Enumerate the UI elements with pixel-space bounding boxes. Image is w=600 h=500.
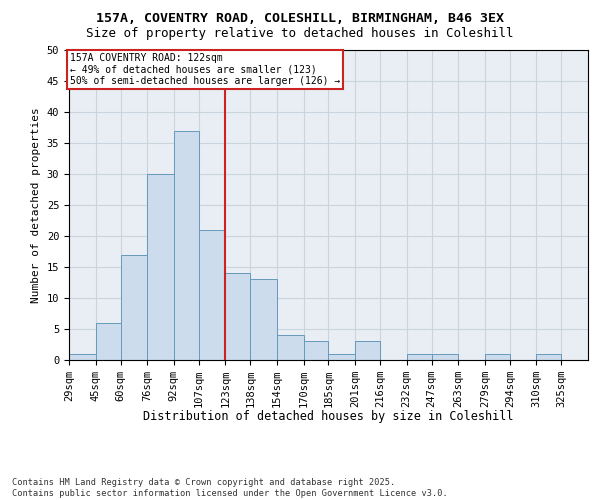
Text: 157A, COVENTRY ROAD, COLESHILL, BIRMINGHAM, B46 3EX: 157A, COVENTRY ROAD, COLESHILL, BIRMINGH… [96, 12, 504, 26]
Bar [174, 130, 199, 360]
Text: Contains HM Land Registry data © Crown copyright and database right 2025.
Contai: Contains HM Land Registry data © Crown c… [12, 478, 448, 498]
Y-axis label: Number of detached properties: Number of detached properties [31, 107, 41, 303]
Bar [69, 354, 95, 360]
Bar [250, 280, 277, 360]
Bar [536, 354, 562, 360]
Bar [407, 354, 431, 360]
Text: Size of property relative to detached houses in Coleshill: Size of property relative to detached ho… [86, 28, 514, 40]
Bar [95, 323, 121, 360]
Bar [121, 254, 147, 360]
Bar [304, 342, 329, 360]
Bar [147, 174, 174, 360]
Bar [226, 273, 250, 360]
Bar [485, 354, 510, 360]
Bar [277, 335, 304, 360]
Bar [355, 342, 380, 360]
Text: 157A COVENTRY ROAD: 122sqm
← 49% of detached houses are smaller (123)
50% of sem: 157A COVENTRY ROAD: 122sqm ← 49% of deta… [70, 53, 340, 86]
X-axis label: Distribution of detached houses by size in Coleshill: Distribution of detached houses by size … [143, 410, 514, 423]
Bar [431, 354, 458, 360]
Bar [329, 354, 355, 360]
Bar [199, 230, 226, 360]
